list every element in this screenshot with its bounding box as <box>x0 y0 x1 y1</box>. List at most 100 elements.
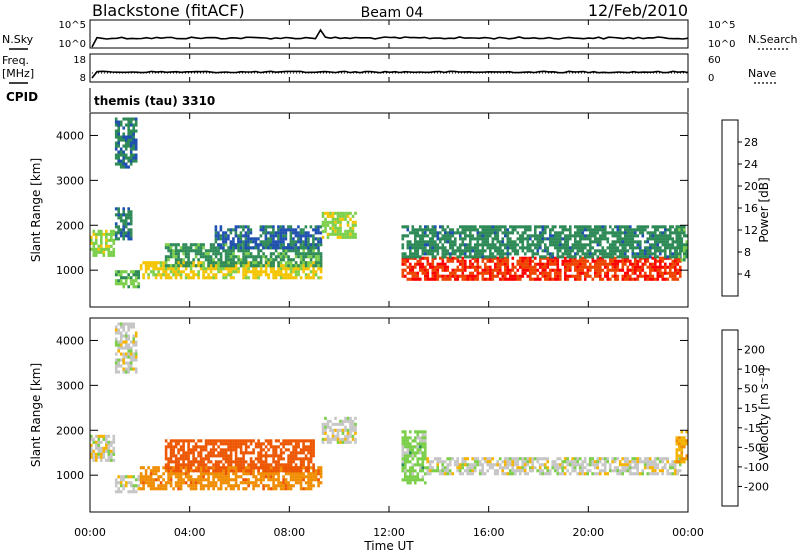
heatmap-cell <box>117 153 120 157</box>
heatmap-cell <box>441 228 445 232</box>
heatmap-cell <box>349 229 352 233</box>
heatmap-cell <box>549 268 552 272</box>
heatmap-cell <box>119 153 123 157</box>
heatmap-cell <box>192 276 195 280</box>
heatmap-cell <box>317 466 320 470</box>
heatmap-cell <box>404 478 407 482</box>
heatmap-cell <box>636 243 640 247</box>
heatmap-cell <box>504 271 507 275</box>
heatmap-cell <box>554 240 557 244</box>
heatmap-cell <box>182 252 185 256</box>
heatmap-cell <box>676 259 680 263</box>
heatmap-cell <box>289 243 293 247</box>
heatmap-cell <box>90 449 93 453</box>
heatmap-cell <box>129 346 133 350</box>
heatmap-cell <box>252 484 255 488</box>
heatmap-cell <box>428 472 432 476</box>
heatmap-cell <box>661 460 664 464</box>
heatmap-cell <box>97 232 101 236</box>
heatmap-cell <box>207 472 210 476</box>
heatmap-cell <box>678 445 681 449</box>
heatmap-cell <box>194 460 198 464</box>
heatmap-cell <box>289 246 293 250</box>
heatmap-cell <box>344 437 347 441</box>
heatmap-cell <box>127 159 130 163</box>
heatmap-cell <box>631 237 635 241</box>
heatmap-cell <box>631 228 635 232</box>
heatmap-cell <box>244 252 248 256</box>
heatmap-cell <box>294 463 298 467</box>
heatmap-cell <box>561 472 564 476</box>
heatmap-cell <box>287 264 290 268</box>
heatmap-cell <box>302 442 305 446</box>
heatmap-cell <box>559 225 562 229</box>
heatmap-cell <box>544 237 547 241</box>
heatmap-cell <box>606 460 609 464</box>
heatmap-cell <box>149 469 153 473</box>
heatmap-cell <box>444 268 447 272</box>
heatmap-cell <box>144 264 148 268</box>
heatmap-cell <box>634 228 637 232</box>
heatmap-cell <box>269 261 273 265</box>
heatmap-cell <box>252 448 255 452</box>
heatmap-cell <box>277 466 280 470</box>
heatmap-cell <box>169 255 173 259</box>
heatmap-cell <box>599 243 602 247</box>
heatmap-cell <box>297 255 300 259</box>
heatmap-cell <box>473 460 477 464</box>
heatmap-cell <box>119 364 123 368</box>
heatmap-cell <box>297 472 300 476</box>
heatmap-cell <box>409 478 412 482</box>
colorbar-tick-label: 15 <box>744 402 758 415</box>
heatmap-cell <box>496 274 500 278</box>
heatmap-cell <box>451 256 455 260</box>
heatmap-cell <box>252 451 255 455</box>
heatmap-cell <box>247 234 250 238</box>
heatmap-cell <box>219 475 223 479</box>
heatmap-cell <box>411 231 415 235</box>
heatmap-cell <box>192 481 195 485</box>
heatmap-cell <box>401 274 405 278</box>
heatmap-cell <box>187 454 190 458</box>
heatmap-cell <box>543 463 547 467</box>
heatmap-cell <box>546 469 549 473</box>
heatmap-cell <box>626 277 630 281</box>
heatmap-cell <box>199 249 203 253</box>
heatmap-cell <box>631 460 634 464</box>
heatmap-cell <box>237 484 240 488</box>
heatmap-cell <box>262 475 265 479</box>
heatmap-cell <box>219 448 223 452</box>
heatmap-cell <box>107 455 111 459</box>
heatmap-cell <box>129 120 133 124</box>
heatmap-cell <box>269 225 273 229</box>
heatmap-cell <box>469 277 472 281</box>
heatmap-cell <box>683 234 686 238</box>
heatmap-cell <box>614 271 617 275</box>
heatmap-cell <box>169 466 173 470</box>
heatmap-cell <box>496 249 500 253</box>
heatmap-cell <box>494 231 497 235</box>
heatmap-cell <box>404 262 407 266</box>
heatmap-cell <box>147 478 150 482</box>
heatmap-cell <box>331 428 335 432</box>
heatmap-cell <box>648 466 652 470</box>
heatmap-cell <box>594 252 597 256</box>
heatmap-cell <box>491 237 495 241</box>
heatmap-cell <box>262 454 265 458</box>
heatmap-cell <box>229 448 233 452</box>
heatmap-cell <box>654 243 657 247</box>
heatmap-cell <box>596 274 600 278</box>
heatmap-cell <box>117 322 120 326</box>
heatmap-cell <box>596 237 600 241</box>
heatmap-cell <box>624 252 627 256</box>
heatmap-cell <box>194 255 198 259</box>
heatmap-cell <box>573 457 577 461</box>
heatmap-cell <box>506 268 510 272</box>
heatmap-cell <box>212 267 215 271</box>
heatmap-cell <box>229 228 233 232</box>
heatmap-cell <box>606 255 610 259</box>
heatmap-cell <box>282 240 285 244</box>
heatmap-cell <box>227 475 230 479</box>
heatmap-cell <box>601 225 605 229</box>
heatmap-cell <box>284 442 288 446</box>
